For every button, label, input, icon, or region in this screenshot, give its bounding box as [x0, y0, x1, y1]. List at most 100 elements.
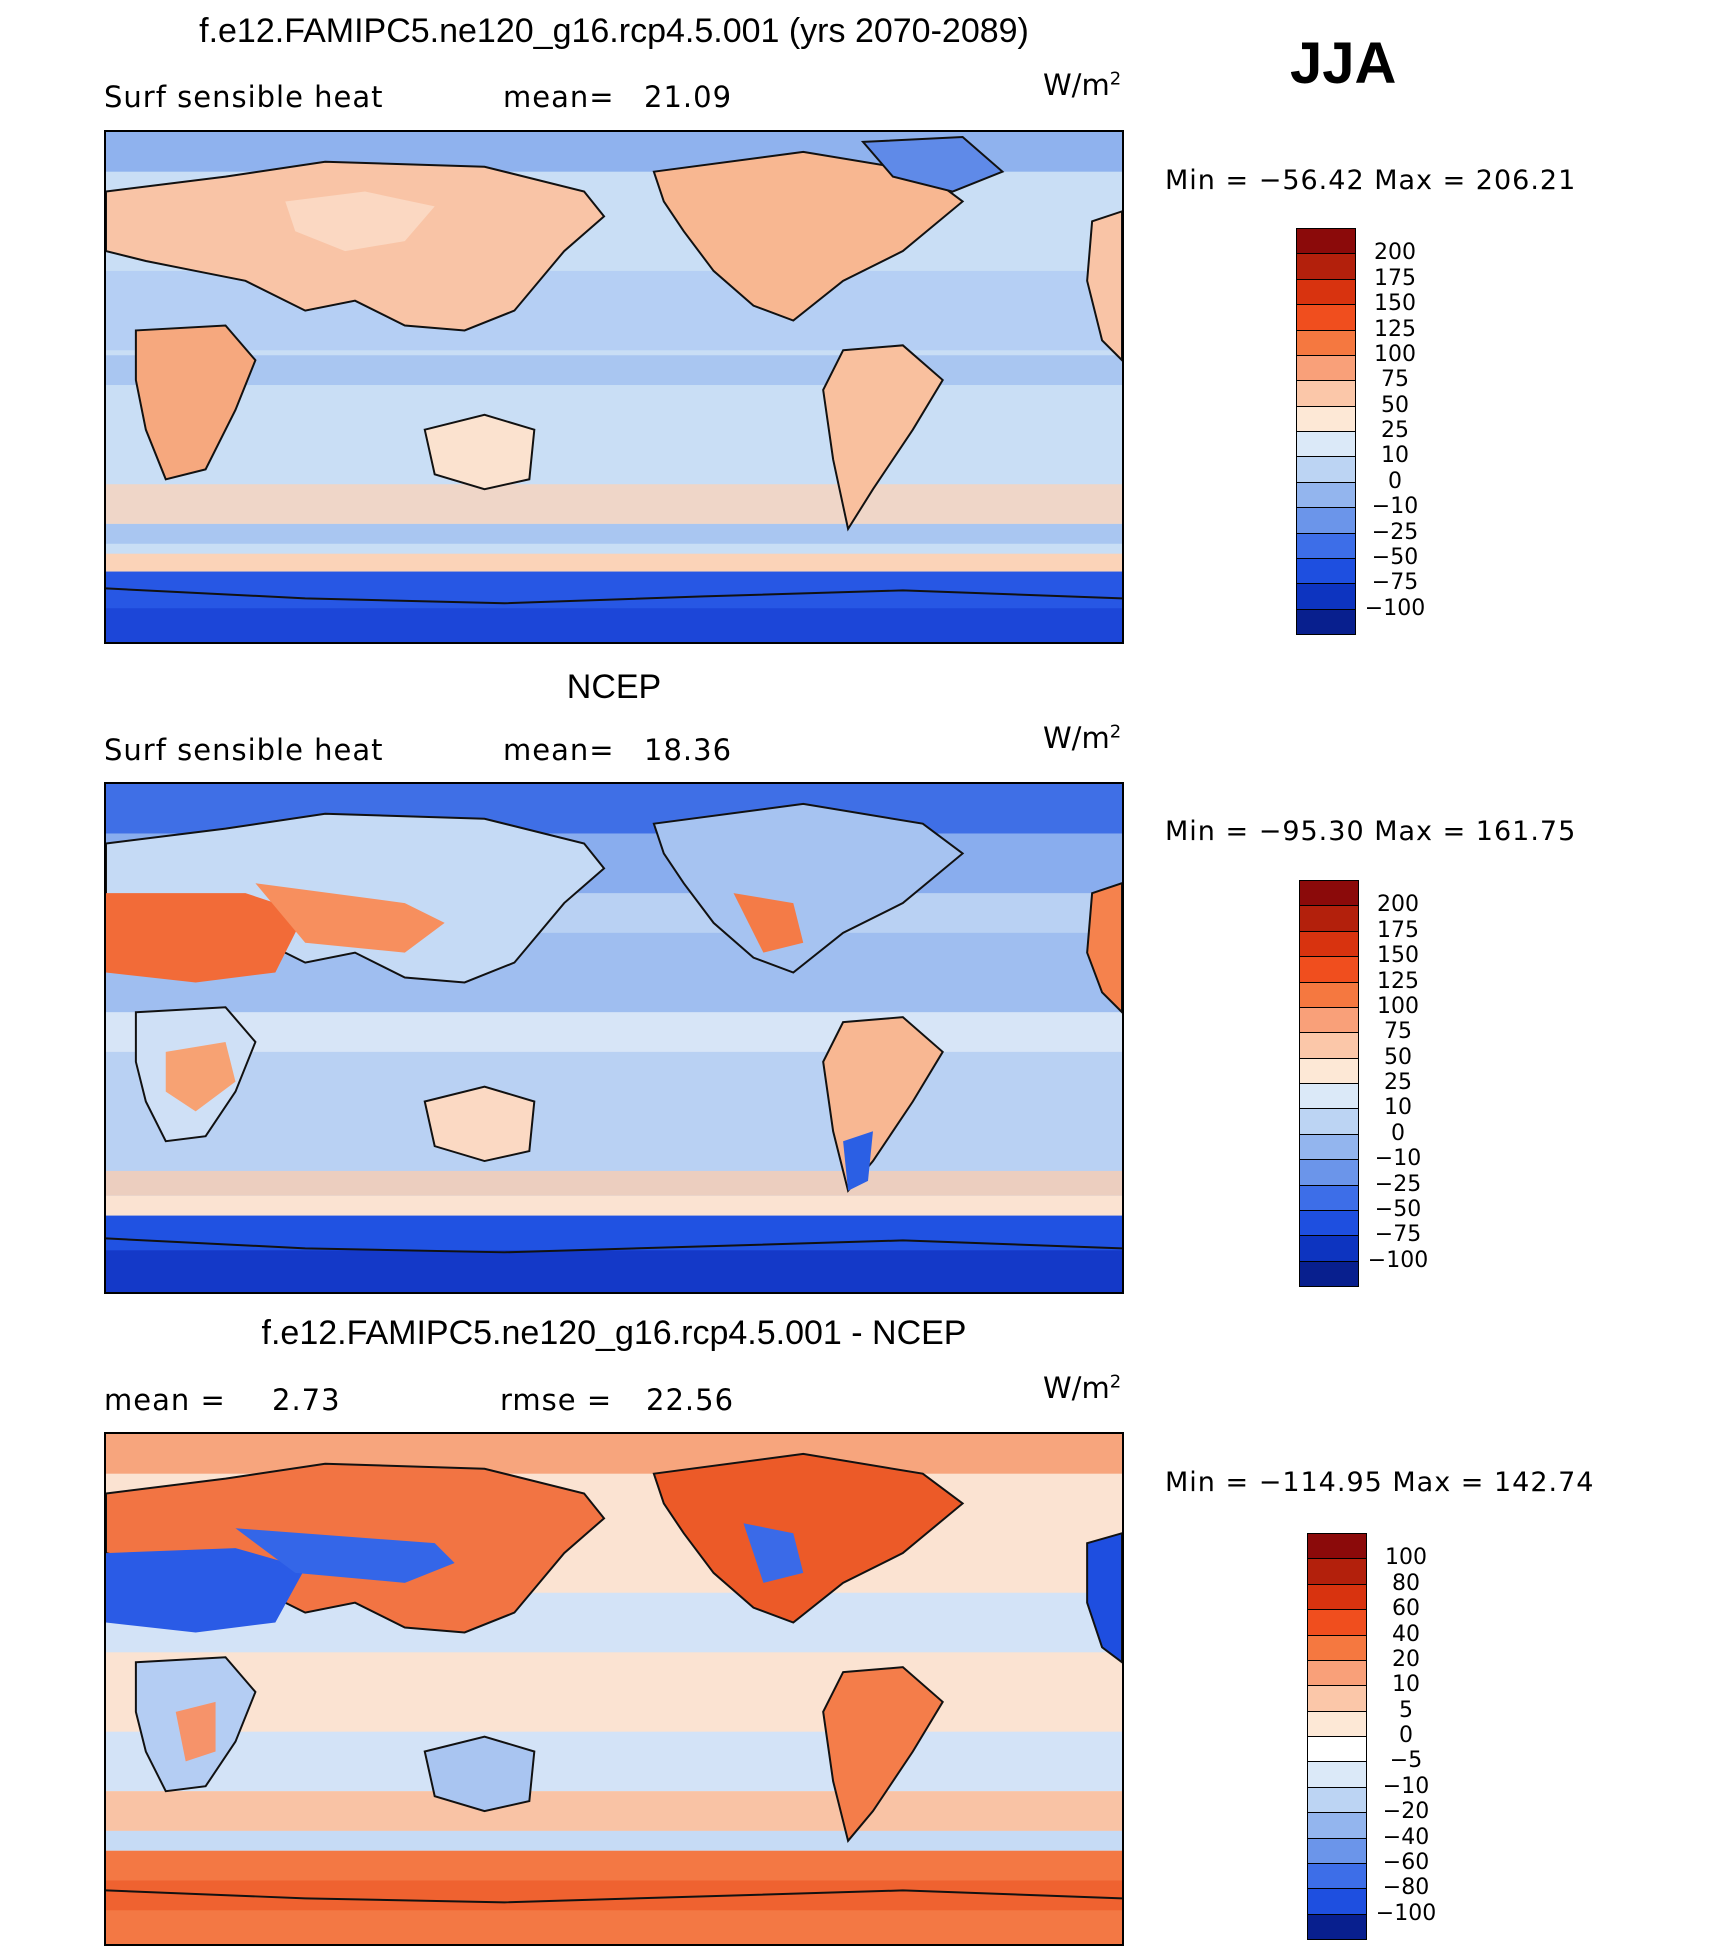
colorbar-swatch: [1307, 1685, 1367, 1712]
panel-diff-rmse-label: rmse =: [500, 1383, 613, 1417]
colorbar-tick-label: 100: [1385, 1545, 1427, 1571]
colorbar-swatch: [1299, 1006, 1359, 1034]
colorbar-swatch: [1299, 1209, 1359, 1237]
colorbar-swatch: [1307, 1888, 1367, 1915]
panel-model-map: [104, 130, 1124, 644]
colorbar-swatch: [1307, 1634, 1367, 1661]
colorbar-swatch: [1296, 253, 1356, 280]
colorbar-swatch: [1296, 329, 1356, 356]
colorbar-swatch: [1307, 1533, 1367, 1560]
colorbar-tick-label: −20: [1382, 1799, 1430, 1825]
colorbar-tick-label: −10: [1382, 1773, 1430, 1799]
colorbar-swatch: [1299, 956, 1359, 983]
colorbar-tick-label: 50: [1384, 1044, 1412, 1070]
colorbar-swatch: [1299, 905, 1359, 932]
colorbar-tick-label: 100: [1377, 993, 1419, 1019]
colorbar-tick-label: 0: [1388, 468, 1402, 494]
colorbar-swatch: [1296, 583, 1356, 610]
colorbar-swatch: [1296, 431, 1356, 458]
colorbar-tick-label: −100: [1375, 1900, 1437, 1926]
colorbar-tick-label: −80: [1382, 1875, 1430, 1901]
colorbar-tick-label: −75: [1371, 570, 1419, 596]
panel-model-map-svg: [106, 132, 1122, 642]
colorbar-tick-label: −60: [1382, 1849, 1430, 1875]
colorbar-tick-label: 175: [1374, 265, 1416, 291]
colorbar-tick-label: 0: [1391, 1120, 1405, 1146]
colorbar-tick-label: 175: [1377, 917, 1419, 943]
colorbar-swatch: [1296, 228, 1356, 255]
panel-ncep-mean-value: 18.36: [644, 733, 733, 767]
colorbar-swatch: [1296, 278, 1356, 306]
colorbar-swatch: [1307, 1609, 1367, 1636]
panel-model-units: W/m2: [1043, 68, 1122, 102]
colorbar-tick-label: 75: [1384, 1019, 1412, 1045]
panel-diff-rmse-value: 22.56: [646, 1383, 735, 1417]
colorbar-tick-label: 150: [1374, 291, 1416, 317]
colorbar-tick-label: 80: [1392, 1570, 1420, 1596]
colorbar-swatch: [1296, 557, 1356, 585]
panel-ncep-variable-label: Surf sensible heat: [104, 733, 384, 767]
panel-model-title: f.e12.FAMIPC5.ne120_g16.rcp4.5.001 (yrs …: [199, 12, 1029, 50]
colorbar-tick-label: −75: [1374, 1222, 1422, 1248]
panel-diff-min-max: Min = −114.95 Max = 142.74: [1165, 1467, 1595, 1498]
panel-diff-units: W/m2: [1043, 1371, 1122, 1405]
panel-diff-colorbar: 100 80 60 40 20 10 5 0 −5 −10 −20 −40 −60 −80 −100: [1307, 1533, 1437, 1940]
panel-ncep-map: [104, 782, 1124, 1294]
colorbar-tick-label: 50: [1381, 392, 1409, 418]
colorbar-swatch: [1307, 1659, 1367, 1687]
panel-diff-mean-label: mean =: [104, 1383, 226, 1417]
colorbar-swatch: [1307, 1761, 1367, 1788]
panel-ncep-title: NCEP: [566, 668, 662, 706]
panel-model-mean-label: mean=: [503, 80, 615, 114]
colorbar-swatch: [1307, 1583, 1367, 1611]
colorbar-swatch: [1296, 481, 1356, 509]
colorbar-tick-label: −50: [1371, 544, 1419, 570]
panel-ncep-mean-label: mean=: [503, 733, 615, 767]
panel-diff-map: [104, 1432, 1124, 1946]
panel-model-mean-value: 21.09: [644, 80, 733, 114]
colorbar-swatch: [1307, 1862, 1367, 1890]
panel-ncep-min-max: Min = −95.30 Max = 161.75: [1165, 816, 1577, 847]
colorbar-tick-label: 200: [1377, 892, 1419, 918]
colorbar-tick-label: −10: [1374, 1146, 1422, 1172]
colorbar-swatch: [1307, 1812, 1367, 1839]
colorbar-swatch: [1299, 1032, 1359, 1059]
colorbar-swatch: [1296, 532, 1356, 559]
colorbar-tick-label: 60: [1392, 1596, 1420, 1622]
colorbar-swatch: [1296, 507, 1356, 534]
colorbar-swatch: [1299, 1057, 1359, 1084]
colorbar-tick-label: 20: [1392, 1646, 1420, 1672]
panel-model-colorbar: 200 175 150 125 100 75 50 25 10 0 −10 −25 −50 −75 −100: [1296, 228, 1426, 635]
colorbar-tick-label: −25: [1371, 519, 1419, 545]
colorbar-tick-label: 100: [1374, 341, 1416, 367]
colorbar-tick-label: 10: [1381, 443, 1409, 469]
colorbar-swatch: [1296, 405, 1356, 432]
colorbar-tick-label: 5: [1399, 1697, 1413, 1723]
colorbar-tick-label: −100: [1364, 595, 1426, 621]
colorbar-swatch: [1299, 1159, 1359, 1186]
colorbar-swatch: [1299, 930, 1359, 958]
colorbar-swatch: [1296, 304, 1356, 331]
colorbar-swatch: [1307, 1558, 1367, 1585]
colorbar-swatch: [1299, 1235, 1359, 1262]
colorbar-tick-label: 75: [1381, 367, 1409, 393]
colorbar-swatch: [1307, 1786, 1367, 1814]
colorbar-swatch: [1296, 354, 1356, 382]
colorbar-swatch: [1296, 380, 1356, 407]
colorbar-swatch: [1307, 1837, 1367, 1864]
colorbar-swatch: [1299, 880, 1359, 907]
season-label: JJA: [1290, 31, 1397, 96]
colorbar-tick-label: 150: [1377, 943, 1419, 969]
colorbar-tick-label: −100: [1367, 1247, 1429, 1273]
colorbar-swatch: [1307, 1913, 1367, 1940]
colorbar-tick-label: 125: [1374, 316, 1416, 342]
panel-ncep-units: W/m2: [1043, 721, 1122, 755]
colorbar-swatch: [1296, 608, 1356, 635]
colorbar-tick-label: 25: [1384, 1070, 1412, 1095]
panel-ncep-map-svg: [106, 784, 1122, 1292]
colorbar-swatch: [1296, 456, 1356, 483]
panel-diff-mean-value: 2.73: [272, 1383, 341, 1417]
colorbar-swatch: [1299, 1083, 1359, 1110]
panel-model-min-max: Min = −56.42 Max = 206.21: [1165, 165, 1577, 196]
panel-model-variable-label: Surf sensible heat: [104, 80, 384, 114]
